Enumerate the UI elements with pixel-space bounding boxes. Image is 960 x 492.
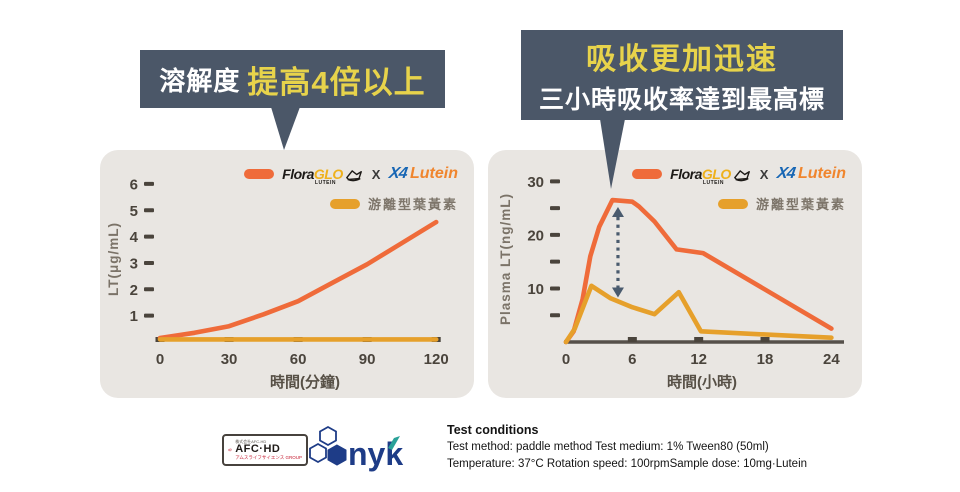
floraglo-logo-glo: GLO LUTEIN	[701, 166, 731, 186]
callout-absorption-line2: 三小時吸收率達到最高標	[538, 86, 825, 114]
svg-text:30: 30	[527, 174, 544, 191]
afc-hd-logo: 株式会社AFC-HD AFC·HD アムスライフサイエンス GROUP	[222, 434, 308, 466]
x-separator: X	[371, 166, 381, 182]
partner-name: Lutein	[798, 165, 846, 182]
svg-text:LT(μg/mL): LT(μg/mL)	[106, 222, 121, 296]
nyk-logo: nyk	[309, 425, 403, 472]
afc-tiny-top: 株式会社AFC-HD	[235, 438, 267, 444]
legend-row-free-lutein: 游離型葉黃素	[717, 194, 846, 213]
svg-text:4: 4	[130, 229, 139, 246]
solubility-legend: Flora GLO LUTEIN X X4 Lutein 游離型葉黃素	[244, 165, 458, 213]
svg-text:18: 18	[757, 351, 774, 368]
svg-text:時間(分鐘): 時間(分鐘)	[270, 373, 340, 391]
partner-mark: X4	[776, 165, 797, 182]
svg-text:60: 60	[290, 351, 307, 368]
svg-text:Plasma LT(ng/mL): Plasma LT(ng/mL)	[498, 193, 513, 325]
legend-marker-free-lutein	[329, 198, 360, 209]
svg-text:24: 24	[823, 351, 840, 368]
legend-row-floraglo: Flora GLO LUTEIN X X4 Lutein	[632, 165, 846, 186]
partner-mark: X4	[388, 165, 409, 182]
test-conditions-line1: Test method: paddle method Test medium: …	[447, 441, 769, 453]
absorption-chart-card: 10 20 30 0 6 12 18 24 時間(小時) Plasma LT(ng/mL) Flo…	[488, 150, 862, 398]
floraglo-logo-flora: Flora	[670, 166, 702, 182]
callout-solubility-highlight: 提高4倍以上	[247, 64, 426, 100]
legend-marker-floraglo	[632, 169, 663, 179]
svg-text:12: 12	[690, 351, 707, 368]
callout-pointer-left	[271, 107, 300, 150]
floraglo-logo-flora: Flora	[282, 166, 314, 182]
floraglo-logo-lutein-sub: LUTEIN	[314, 180, 336, 186]
svg-text:120: 120	[424, 351, 449, 368]
partner-name: Lutein	[410, 165, 458, 182]
free-lutein-label: 游離型葉黃素	[367, 197, 458, 212]
svg-text:10: 10	[527, 281, 544, 298]
floraglo-logo-glo: GLO LUTEIN	[313, 166, 343, 186]
afc-text-block: 株式会社AFC-HD AFC·HD アムスライフサイエンス GROUP	[235, 438, 302, 460]
legend-row-free-lutein: 游離型葉黃素	[329, 194, 458, 213]
callout-absorption: 吸收更加迅速 三小時吸收率達到最高標	[521, 30, 843, 120]
afc-main-label: AFC·HD	[235, 442, 281, 455]
x-separator: X	[759, 166, 769, 182]
solubility-chart-card: 1 2 3 4 5 6 0 30 60 90 120 時間(分鐘) LT(μg/mL) Flora GL…	[100, 150, 474, 398]
free-lutein-label: 游離型葉黃素	[755, 197, 846, 212]
floraglo-logo-lutein-sub: LUTEIN	[702, 180, 724, 186]
svg-text:2: 2	[130, 282, 138, 299]
svg-text:1: 1	[130, 308, 138, 325]
kemin-doodle-icon	[733, 169, 750, 181]
afc-tiny-bottom: アムスライフサイエンス GROUP	[235, 454, 302, 460]
partner-logo: X4 Lutein	[776, 165, 846, 183]
partner-logo: X4 Lutein	[388, 165, 458, 183]
floraglo-logo: Flora GLO LUTEIN	[282, 166, 363, 186]
svg-text:90: 90	[359, 351, 376, 368]
callout-pointer-right	[600, 119, 625, 189]
legend-marker-free-lutein	[717, 198, 748, 209]
svg-text:0: 0	[156, 351, 164, 368]
callout-absorption-line1: 吸收更加迅速	[586, 43, 778, 76]
test-conditions: Test conditions Test method: paddle meth…	[447, 423, 807, 474]
nyk-teal-accent	[388, 436, 400, 450]
svg-text:0: 0	[562, 351, 570, 368]
afc-heart-icon	[228, 448, 232, 452]
absorption-chart: 10 20 30 0 6 12 18 24 時間(小時) Plasma LT(ng/mL)	[498, 174, 844, 391]
test-conditions-title: Test conditions	[447, 423, 539, 437]
callout-solubility: 溶解度 提高4倍以上	[140, 50, 445, 108]
svg-text:20: 20	[527, 227, 544, 244]
legend-marker-floraglo	[244, 169, 275, 179]
svg-text:6: 6	[130, 176, 138, 193]
svg-text:3: 3	[130, 255, 138, 272]
legend-row-floraglo: Flora GLO LUTEIN X X4 Lutein	[244, 165, 458, 186]
test-conditions-line2: Temperature: 37°C Rotation speed: 100rpm…	[447, 458, 808, 471]
absorption-legend: Flora GLO LUTEIN X X4 Lutein 游離型葉黃素	[632, 165, 846, 213]
svg-text:30: 30	[221, 351, 238, 368]
callout-solubility-prefix: 溶解度	[159, 65, 241, 96]
svg-text:5: 5	[130, 203, 138, 220]
svg-text:6: 6	[628, 351, 636, 368]
svg-text:時間(小時): 時間(小時)	[667, 373, 737, 391]
kemin-doodle-icon	[345, 169, 362, 181]
floraglo-logo: Flora GLO LUTEIN	[670, 166, 751, 186]
